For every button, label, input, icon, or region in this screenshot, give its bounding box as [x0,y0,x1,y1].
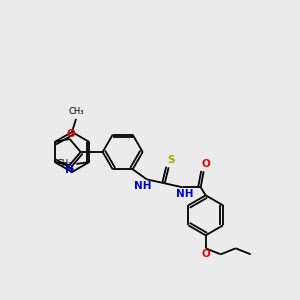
Text: O: O [201,249,210,259]
Text: O: O [66,129,75,139]
Text: NH: NH [134,181,152,191]
Text: CH₃: CH₃ [68,107,84,116]
Text: CH₃: CH₃ [57,160,72,169]
Text: NH: NH [176,189,194,199]
Text: N: N [65,165,74,175]
Text: O: O [201,159,210,169]
Text: S: S [167,155,174,165]
